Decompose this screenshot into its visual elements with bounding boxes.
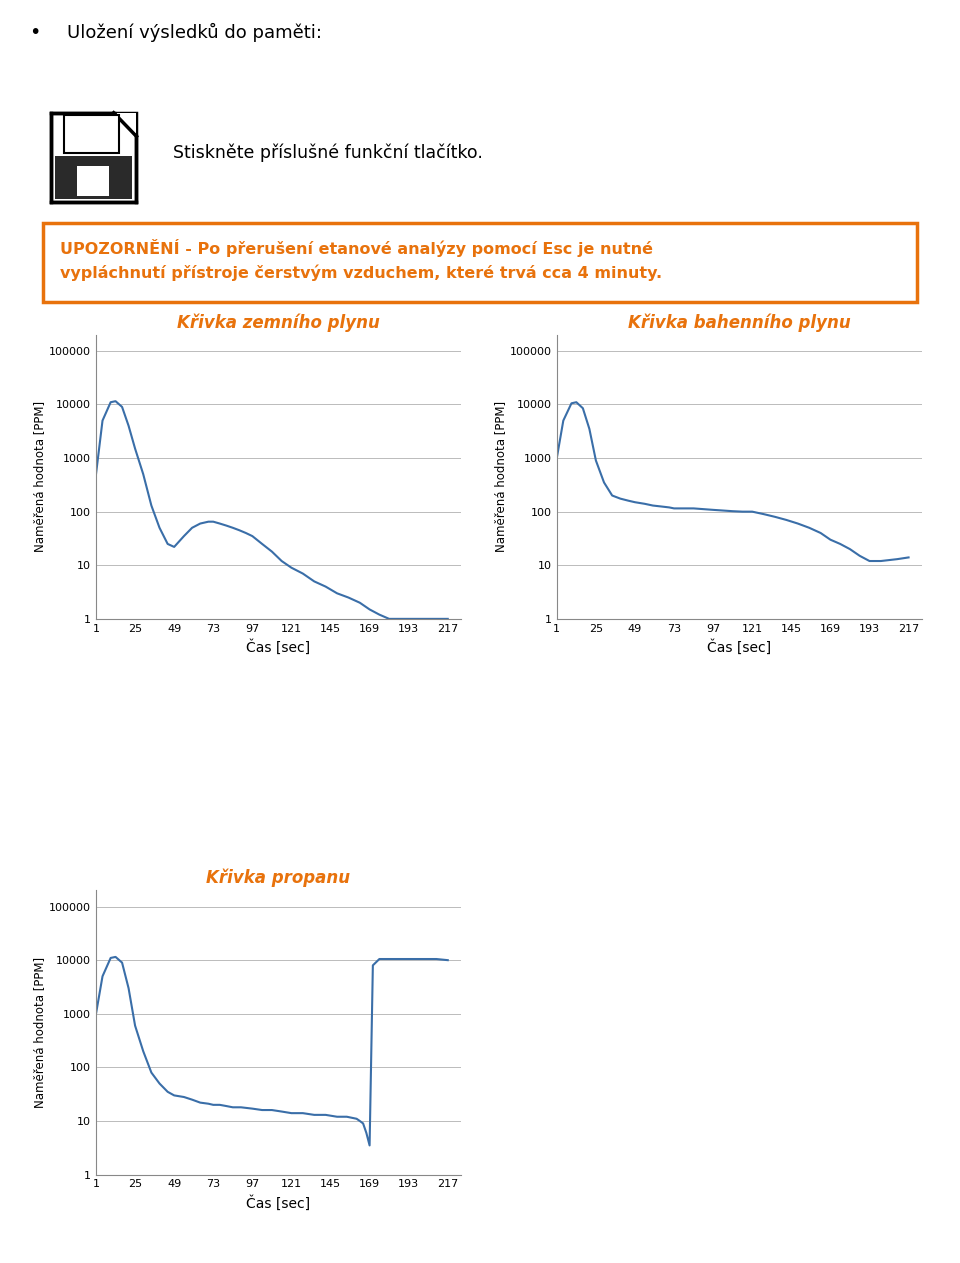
Polygon shape [116, 112, 136, 134]
X-axis label: Čas [sec]: Čas [sec] [247, 1195, 310, 1211]
X-axis label: Čas [sec]: Čas [sec] [247, 639, 310, 655]
Title: Křivka propanu: Křivka propanu [206, 869, 350, 888]
X-axis label: Čas [sec]: Čas [sec] [708, 639, 771, 655]
FancyBboxPatch shape [51, 112, 136, 202]
Text: Uložení výsledků do paměti:: Uložení výsledků do paměti: [67, 23, 323, 42]
Title: Křivka zemního plynu: Křivka zemního plynu [177, 313, 380, 332]
Bar [56, 157, 132, 198]
Text: Stiskněte příslušné funkční tlačítko.: Stiskněte příslušné funkční tlačítko. [173, 143, 483, 162]
Y-axis label: Naměřená hodnota [PPM]: Naměřená hodnota [PPM] [34, 957, 46, 1108]
Y-axis label: Naměřená hodnota [PPM]: Naměřená hodnota [PPM] [494, 402, 507, 552]
Bar [77, 165, 109, 196]
Title: Křivka bahenního plynu: Křivka bahenního plynu [628, 313, 851, 332]
Text: UPOZORNĚNÍ - Po přerušení etanové analýzy pomocí Esc je nutné
vypláchnutí přístr: UPOZORNĚNÍ - Po přerušení etanové analýz… [60, 239, 662, 282]
Bar [64, 115, 119, 153]
Y-axis label: Naměřená hodnota [PPM]: Naměřená hodnota [PPM] [34, 402, 46, 552]
Text: •: • [29, 23, 40, 42]
FancyBboxPatch shape [43, 224, 917, 302]
